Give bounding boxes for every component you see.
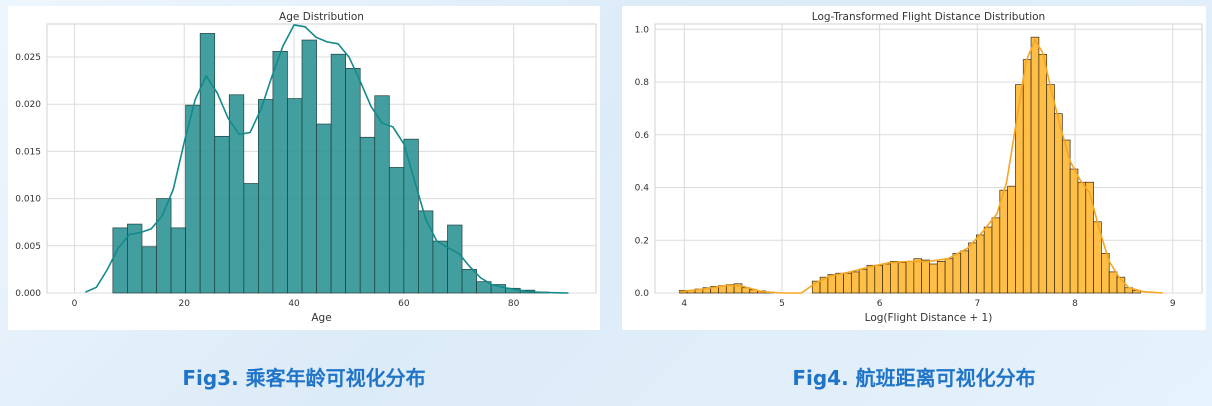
y-tick-label: 1.0 bbox=[635, 25, 650, 35]
histogram-bar bbox=[874, 264, 883, 294]
histogram-bar bbox=[461, 269, 477, 294]
histogram-bar bbox=[1046, 84, 1055, 294]
chart-title: Log-Transformed Flight Distance Distribu… bbox=[812, 11, 1045, 23]
x-axis-label: Age bbox=[311, 312, 331, 324]
x-tick-label: 6 bbox=[877, 299, 883, 309]
histogram-bar bbox=[214, 135, 230, 294]
histogram-bars bbox=[112, 33, 550, 294]
histogram-bar bbox=[287, 98, 303, 294]
histogram-bar bbox=[1022, 59, 1032, 294]
histogram-bar bbox=[1108, 271, 1118, 294]
histogram-bar bbox=[243, 183, 259, 294]
histogram-bar bbox=[330, 53, 347, 294]
histogram-bar bbox=[897, 262, 907, 294]
histogram-bar bbox=[991, 217, 1001, 294]
histogram-bar bbox=[170, 227, 186, 294]
figure-caption-flight: Fig4. 航班距离可视化分布 bbox=[792, 366, 1036, 390]
histogram-bar bbox=[185, 104, 201, 294]
x-axis-label: Log(Flight Distance + 1) bbox=[865, 312, 993, 324]
y-tick-label: 0.0 bbox=[635, 289, 650, 299]
y-tick-label: 0.005 bbox=[15, 242, 41, 252]
histogram-bar bbox=[890, 261, 899, 294]
x-tick-label: 9 bbox=[1170, 299, 1176, 309]
y-tick-label: 0.4 bbox=[635, 184, 650, 194]
density-curve bbox=[679, 38, 1163, 294]
histogram-bar bbox=[388, 167, 405, 294]
x-tick-label: 7 bbox=[974, 299, 980, 309]
histogram-bar bbox=[850, 271, 860, 294]
y-tick-label: 0.6 bbox=[635, 131, 650, 141]
histogram-bar bbox=[905, 261, 915, 294]
x-tick-label: 4 bbox=[681, 299, 687, 309]
histogram-bar bbox=[866, 264, 876, 294]
histogram-bar bbox=[301, 39, 317, 294]
x-tick-label: 20 bbox=[179, 299, 191, 309]
histogram-bar bbox=[843, 272, 852, 294]
flight-distance-chart: 0.0 0.2 0.4 0.6 0.8 1.0 4 5 6 7 8 9 Log-Transformed … bbox=[635, 11, 1203, 324]
histogram-bar bbox=[447, 224, 463, 294]
histogram-bar bbox=[960, 250, 969, 294]
x-tick-label: 80 bbox=[508, 299, 520, 309]
histogram-bar bbox=[944, 258, 954, 294]
histogram-bar bbox=[141, 246, 157, 294]
x-tick-label: 40 bbox=[288, 299, 300, 309]
histogram-bar bbox=[968, 242, 977, 294]
histogram-bar bbox=[921, 259, 930, 294]
x-tick-label: 5 bbox=[779, 299, 785, 309]
histogram-bar bbox=[1054, 113, 1063, 294]
y-tick-label: 0.2 bbox=[635, 236, 649, 246]
histogram-bar bbox=[1030, 36, 1040, 294]
histogram-bar bbox=[983, 226, 993, 294]
x-tick-label: 60 bbox=[398, 299, 410, 309]
x-tick-label: 0 bbox=[72, 299, 78, 309]
x-tick-label: 8 bbox=[1072, 299, 1078, 309]
chart-title: Age Distribution bbox=[279, 11, 364, 23]
age-distribution-chart: 0.000 0.005 0.010 0.015 0.020 0.025 0 20 40 60 80 A… bbox=[15, 11, 597, 324]
y-tick-label: 0.015 bbox=[15, 147, 41, 157]
histogram-bar bbox=[882, 263, 891, 294]
histogram-bar bbox=[999, 189, 1008, 294]
histogram-bar bbox=[913, 258, 923, 294]
age-distribution-panel: 0.000 0.005 0.010 0.015 0.020 0.025 0 20 40 60 80 A… bbox=[8, 6, 600, 330]
histogram-bar bbox=[936, 261, 946, 294]
histogram-bar bbox=[835, 272, 844, 294]
histogram-bar bbox=[258, 99, 274, 294]
density-curve bbox=[85, 24, 569, 294]
histogram-bar bbox=[976, 234, 985, 294]
y-tick-label: 0.010 bbox=[15, 195, 41, 205]
histogram-bar bbox=[858, 268, 868, 294]
plot-frame bbox=[654, 23, 1203, 294]
figure-caption-age: Fig3. 乘客年龄可视化分布 bbox=[182, 366, 426, 390]
histogram-bar bbox=[316, 123, 332, 294]
histogram-bar bbox=[1007, 185, 1016, 294]
histogram-bar bbox=[929, 263, 938, 294]
histogram-bar bbox=[1069, 168, 1079, 294]
histogram-bar bbox=[199, 33, 216, 294]
histogram-bar bbox=[1061, 139, 1071, 294]
histogram-bar bbox=[272, 51, 288, 294]
flight-distance-panel: 0.0 0.2 0.4 0.6 0.8 1.0 4 5 6 7 8 9 Log-Transformed … bbox=[622, 6, 1206, 330]
histogram-bar bbox=[432, 240, 448, 294]
histogram-bar bbox=[112, 227, 128, 294]
histogram-bar bbox=[359, 136, 376, 294]
histogram-bar bbox=[1116, 276, 1126, 294]
y-tick-label: 0.8 bbox=[635, 78, 650, 88]
histogram-bar bbox=[1038, 53, 1048, 294]
histogram-bar bbox=[403, 138, 419, 294]
histogram-bar bbox=[345, 68, 361, 294]
histogram-bar bbox=[1085, 181, 1094, 294]
y-tick-label: 0.020 bbox=[15, 100, 41, 110]
y-tick-label: 0.025 bbox=[15, 53, 41, 63]
y-tick-label: 0.000 bbox=[15, 289, 41, 299]
histogram-bar bbox=[952, 253, 962, 294]
histogram-bar bbox=[1077, 181, 1087, 294]
histogram-bar bbox=[418, 210, 434, 294]
